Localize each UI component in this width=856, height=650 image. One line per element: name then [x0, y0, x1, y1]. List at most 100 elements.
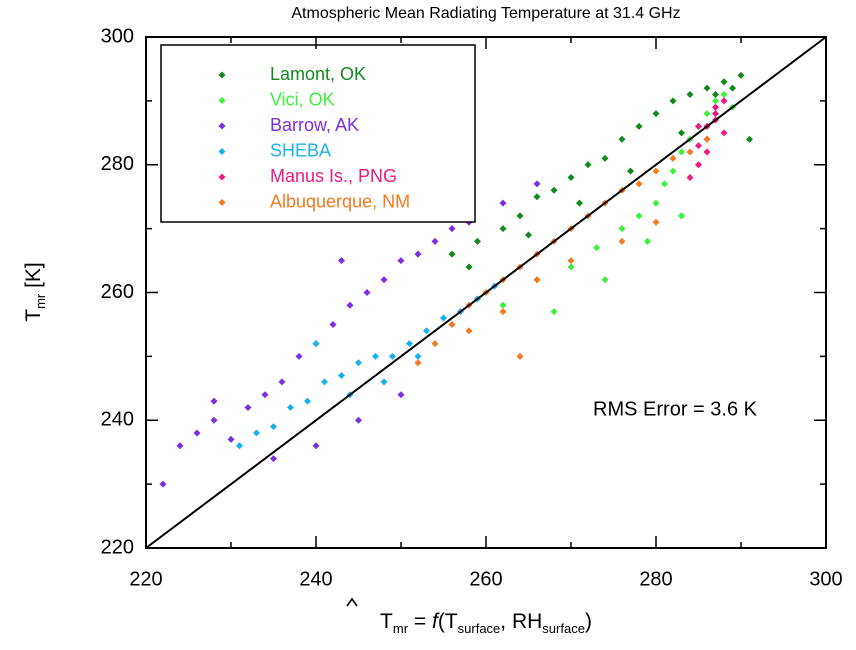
label-part: , RH [500, 610, 542, 633]
point [652, 199, 660, 207]
point [567, 174, 575, 182]
point [618, 225, 626, 233]
point [465, 327, 473, 335]
point [686, 174, 694, 182]
point [516, 352, 524, 360]
point [448, 225, 456, 233]
point [652, 110, 660, 118]
legend-marker [218, 122, 226, 130]
point [448, 320, 456, 328]
point [720, 97, 728, 105]
point [236, 442, 243, 450]
point [584, 161, 592, 169]
point [737, 71, 745, 79]
point [448, 250, 456, 258]
point [406, 340, 413, 348]
point [355, 359, 362, 367]
x-axis-label: Tmr = f(Tsurface, RHsurface) [380, 610, 592, 637]
point [618, 135, 626, 143]
point [635, 180, 643, 188]
point [712, 103, 719, 111]
point [414, 250, 422, 258]
x-tick-label: 220 [129, 568, 162, 590]
point [397, 391, 405, 399]
point [431, 237, 439, 245]
point [423, 327, 430, 335]
point [695, 122, 702, 130]
point [720, 129, 728, 137]
legend-marker [218, 71, 226, 79]
point [618, 237, 626, 245]
point [414, 352, 422, 360]
point [669, 154, 677, 162]
point [644, 237, 651, 245]
y-tick-label: 240 [101, 409, 134, 431]
point [635, 212, 643, 220]
point [338, 257, 345, 265]
annotation: RMS Error = 3.6 K [593, 398, 758, 420]
point [703, 84, 711, 92]
point [270, 455, 277, 463]
legend-label: Barrow, AK [270, 115, 359, 135]
point [533, 276, 541, 284]
point [380, 276, 388, 284]
points-layer [159, 71, 753, 488]
point [355, 416, 362, 424]
point [244, 403, 252, 411]
legend-box [160, 44, 476, 223]
legend-marker [218, 199, 226, 206]
point [712, 90, 719, 98]
label-part: T [22, 309, 45, 322]
point [380, 378, 388, 386]
label-part: (T [438, 610, 458, 633]
point [372, 352, 379, 360]
point [227, 435, 235, 443]
label-part: T [380, 610, 393, 633]
point [695, 161, 702, 169]
point [270, 423, 277, 431]
label-part: ) [585, 610, 592, 633]
point [703, 110, 711, 118]
point [389, 352, 396, 360]
point [703, 135, 711, 143]
point [703, 148, 711, 156]
point [499, 199, 507, 207]
point [635, 122, 643, 130]
point [678, 148, 685, 156]
point [601, 154, 609, 162]
point [576, 199, 583, 207]
point [397, 257, 405, 265]
legend-label: SHEBA [270, 140, 331, 160]
point [695, 142, 702, 150]
label-part: = [408, 610, 432, 633]
point [669, 97, 677, 105]
point [593, 244, 600, 252]
legend-marker [218, 173, 226, 181]
x-tick-label: 240 [299, 568, 332, 590]
hat-accent [346, 597, 358, 607]
point [533, 180, 541, 188]
chart-title: Atmospheric Mean Radiating Temperature a… [291, 5, 680, 22]
legend-marker [218, 97, 226, 104]
point [278, 378, 286, 386]
point [601, 276, 609, 284]
point [567, 263, 575, 271]
point [253, 429, 260, 437]
point [712, 110, 719, 118]
point [516, 212, 524, 220]
one-to-one-line [145, 36, 827, 549]
point [465, 263, 473, 271]
y-tick-label: 220 [101, 536, 134, 558]
point [312, 442, 320, 450]
x-tick-label: 280 [639, 568, 672, 590]
point [338, 372, 345, 380]
point [669, 167, 677, 175]
label-part: surface [458, 621, 501, 636]
point [533, 193, 541, 201]
point [686, 90, 694, 98]
point [363, 289, 371, 296]
point [499, 301, 507, 309]
legend-marker [218, 148, 226, 155]
label-part: f [432, 610, 440, 633]
